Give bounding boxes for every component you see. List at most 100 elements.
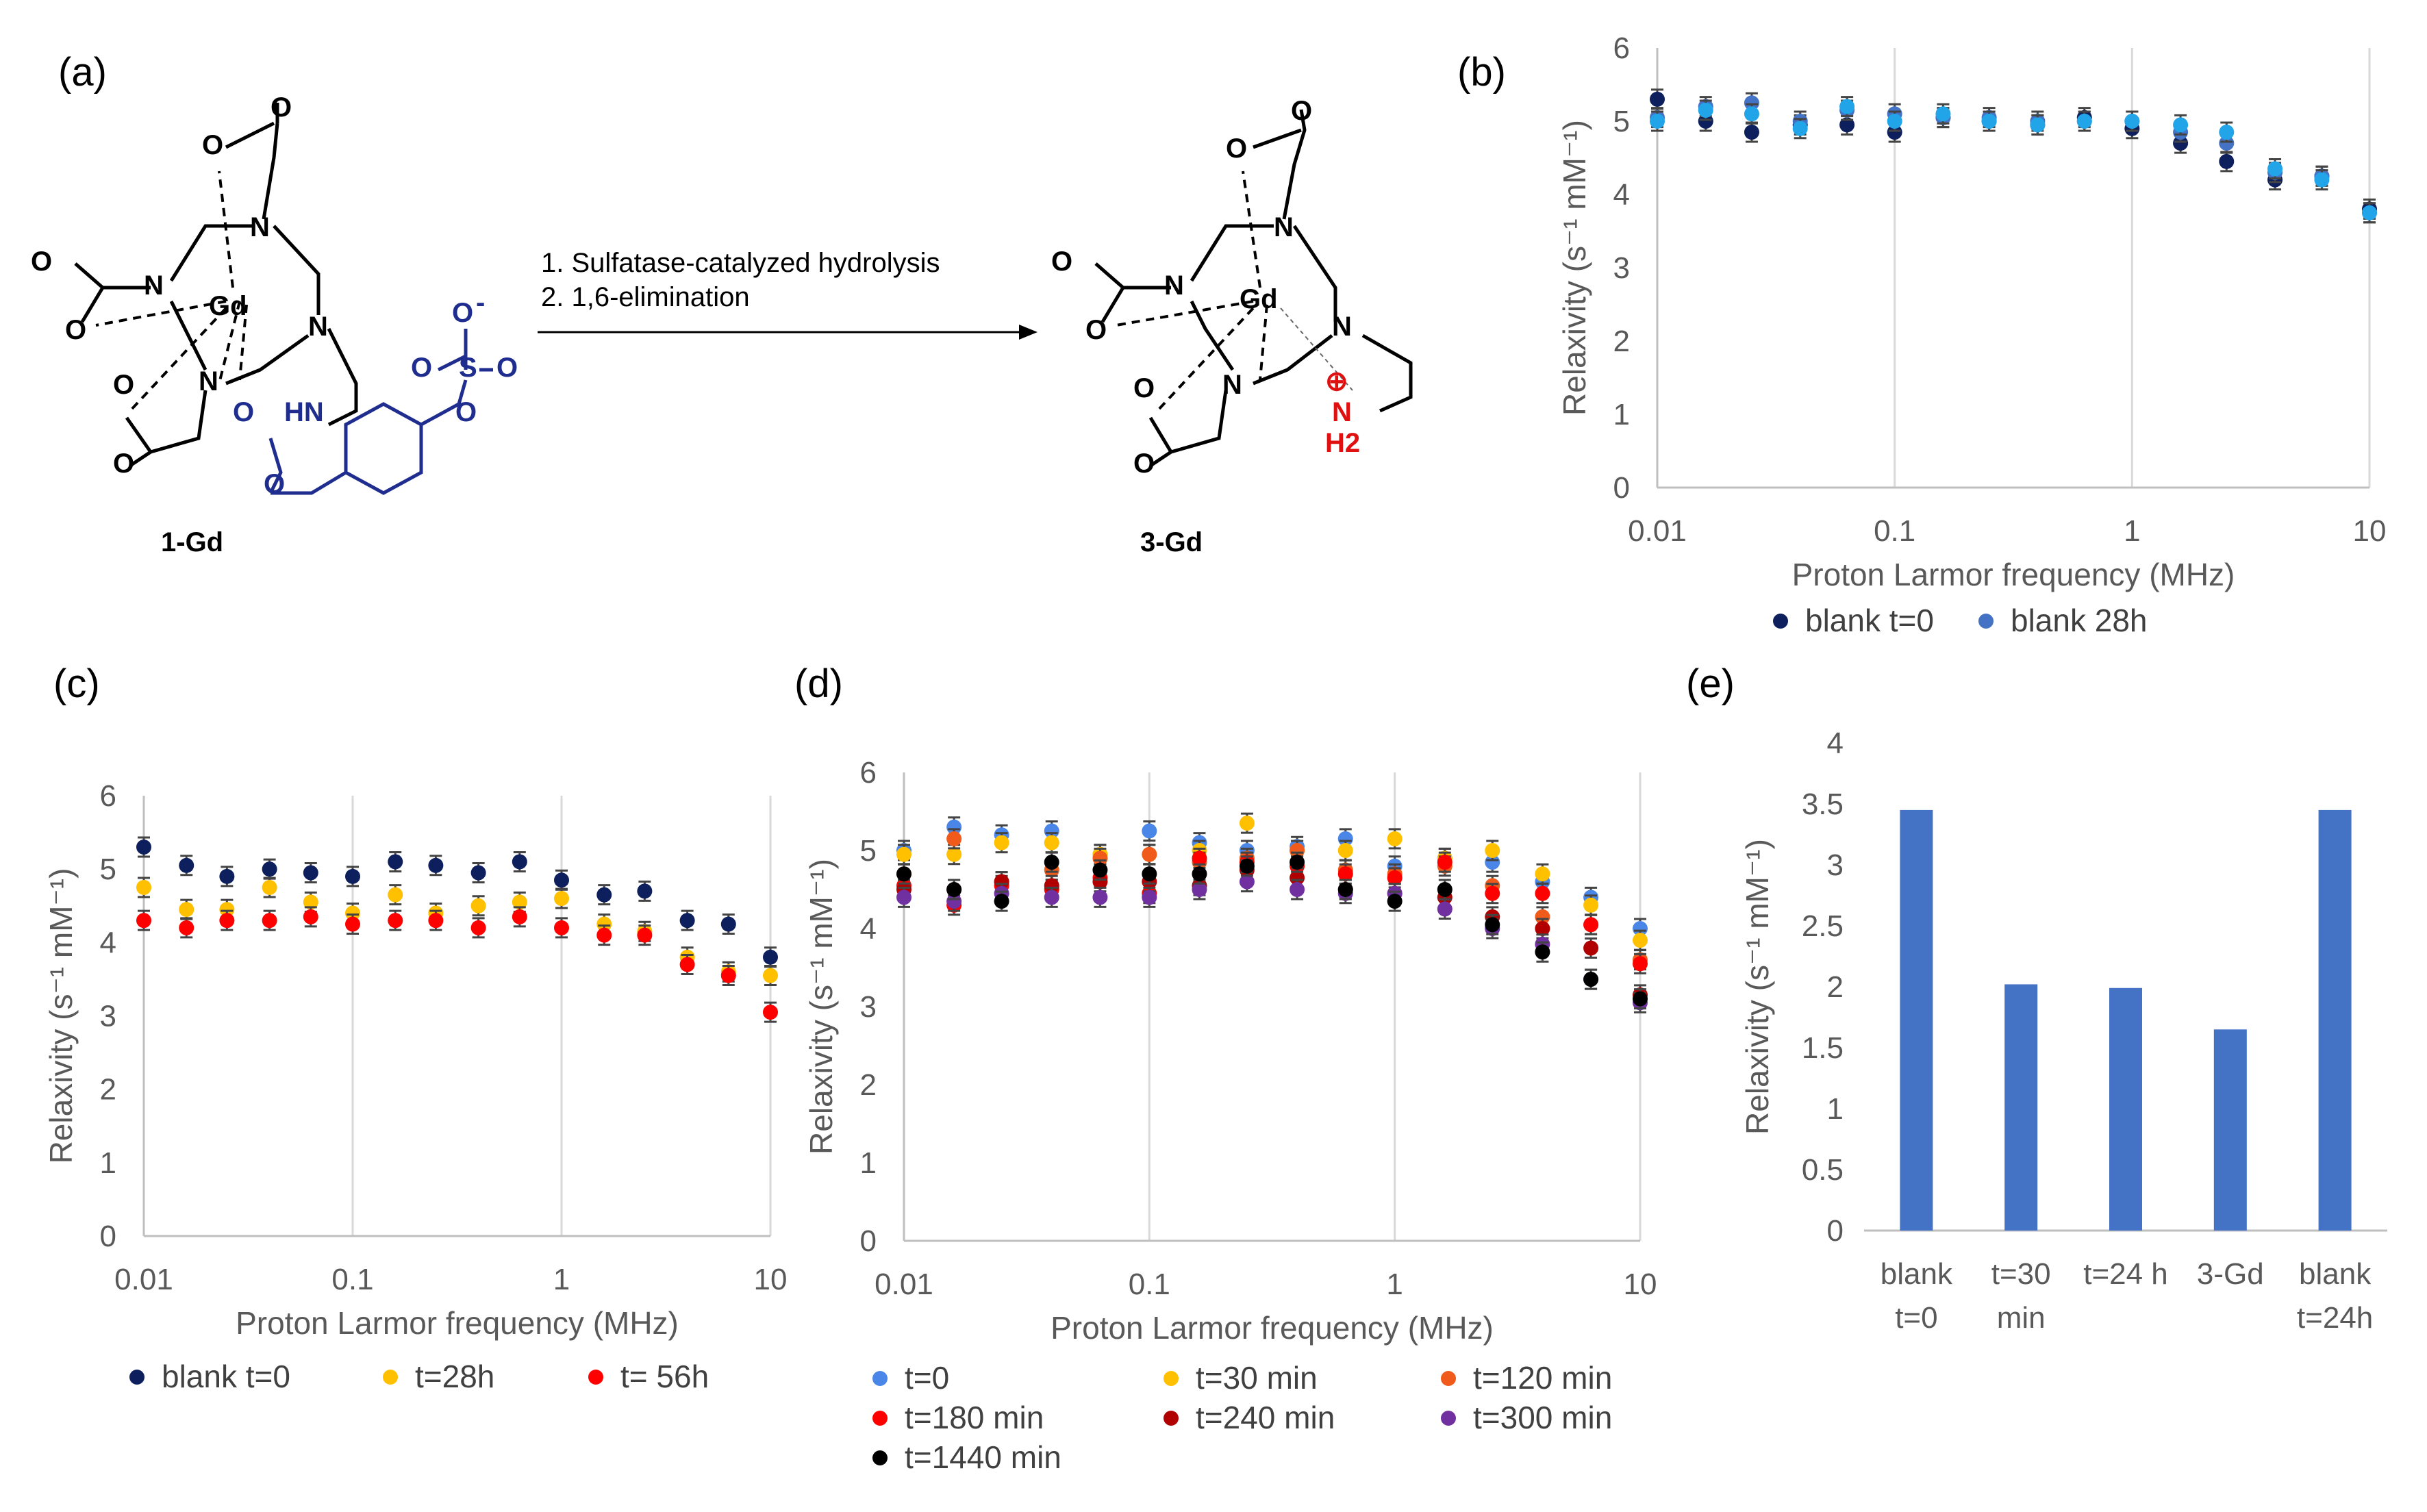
data-point <box>1092 850 1108 866</box>
data-point <box>896 846 911 862</box>
data-point <box>1290 855 1305 870</box>
data-point <box>512 894 527 910</box>
product-label: 3-Gd <box>1140 527 1203 557</box>
ring-bond <box>1292 225 1337 322</box>
legend-label: blank t=0 <box>162 1359 290 1394</box>
data-point <box>1650 114 1665 129</box>
atom-n: N <box>1164 270 1184 301</box>
atom-o-sulfate: O <box>411 353 432 383</box>
data-point <box>2362 205 2377 220</box>
data-point <box>345 868 360 884</box>
data-point <box>1535 909 1550 924</box>
category-label: t=24h <box>2297 1301 2373 1335</box>
data-point <box>1535 885 1550 901</box>
legend-label: t=240 min <box>1196 1400 1335 1435</box>
sulfate-bond <box>437 329 493 372</box>
atom-n: N <box>308 312 328 342</box>
atom-o-ester: O <box>264 469 285 499</box>
atom-o: O <box>113 370 134 400</box>
coordination-dash <box>1116 300 1254 327</box>
data-point <box>219 902 235 918</box>
data-point <box>2173 117 2189 133</box>
x-tick-label: 0.01 <box>114 1263 173 1296</box>
x-tick-label: 0.1 <box>331 1263 373 1296</box>
data-point <box>219 913 235 929</box>
data-point <box>303 865 318 881</box>
y-tick-label: 3 <box>860 990 877 1024</box>
data-point <box>262 913 277 929</box>
reactant-1gd-structure: Gd N N N N O O O O O O O HN O O - O S O … <box>31 92 518 499</box>
ring-bond <box>225 333 310 386</box>
charge-minus: - <box>476 288 485 318</box>
data-point <box>720 916 736 932</box>
data-point <box>1044 878 1059 894</box>
data-point <box>896 866 911 882</box>
y-tick-label: 2.5 <box>1802 909 1844 943</box>
x-tick-label: 10 <box>1624 1268 1657 1301</box>
data-point <box>1290 870 1305 885</box>
category-label: t=24 h <box>2083 1257 2168 1291</box>
coordination-dash <box>1259 304 1268 381</box>
data-point <box>763 968 778 983</box>
category-label: blank <box>2299 1257 2372 1291</box>
category-label: min <box>1997 1301 2046 1335</box>
y-tick-label: 0 <box>1613 471 1630 505</box>
carbamate-bond <box>268 438 283 494</box>
legend-label: blank t=0 <box>1805 603 1934 638</box>
atom-o: O <box>65 315 86 345</box>
data-point <box>1535 921 1550 936</box>
legend-marker <box>872 1450 888 1465</box>
data-point <box>1337 843 1353 858</box>
data-point <box>1142 890 1157 905</box>
data-point <box>720 968 736 983</box>
data-point <box>596 916 612 932</box>
y-tick-label: 0 <box>1827 1214 1844 1248</box>
x-tick-label: 0.01 <box>1628 514 1687 548</box>
atom-o: O <box>1133 373 1155 403</box>
chart-e-relaxivity-bars: 0 0.5 1 1.5 2 2.5 3 3.5 4 Relaxivity (s⁻¹ mM⁻¹) bl… <box>1739 727 2387 1335</box>
charge-plus: ⊕ <box>1325 366 1348 396</box>
series-t-0 <box>896 816 1648 940</box>
data-point <box>1142 866 1157 882</box>
legend-marker <box>872 1371 888 1386</box>
y-tick-label: 1 <box>100 1146 116 1180</box>
data-point <box>1290 843 1305 858</box>
data-point <box>1044 855 1059 870</box>
data-point <box>1887 125 1902 140</box>
panel-label-d: (d) <box>794 662 843 706</box>
series-blank-t-0 <box>1650 88 2377 220</box>
legend-label: t=180 min <box>905 1400 1044 1435</box>
data-point <box>1583 917 1599 933</box>
atom-o: O <box>1085 315 1107 345</box>
data-point <box>1485 885 1500 901</box>
y-axis-title: Relaxivity (s⁻¹ mM⁻¹) <box>1557 120 1592 416</box>
legend-label: t= 56h <box>620 1359 709 1394</box>
data-point <box>2076 114 2092 129</box>
benzene-ring <box>344 402 423 495</box>
arm-bond <box>80 286 105 323</box>
data-point <box>2030 117 2046 133</box>
data-point <box>470 898 486 914</box>
atom-o-aryl: O <box>455 397 477 427</box>
y-tick-label: 0 <box>860 1224 877 1258</box>
legend-label: t=0 <box>905 1360 949 1396</box>
data-point <box>1935 106 1951 122</box>
category-label: t=30 <box>1991 1257 2051 1291</box>
atom-h2: H2 <box>1325 428 1360 458</box>
y-tick-label: 3 <box>100 1000 116 1033</box>
data-point <box>136 840 151 855</box>
atom-n: N <box>144 270 164 301</box>
data-point <box>1192 850 1207 866</box>
data-point <box>596 927 612 943</box>
data-point <box>388 887 403 903</box>
coordination-dash-weak <box>1280 307 1353 391</box>
atom-o: O <box>1133 449 1155 479</box>
x-tick-label: 1 <box>1386 1268 1403 1301</box>
atom-hn: HN <box>284 397 324 427</box>
x-tick-label: 1 <box>553 1263 570 1296</box>
atom-s: S <box>459 353 477 383</box>
arm-bond <box>150 390 208 454</box>
benzyl-bond <box>271 470 347 495</box>
y-tick-label: 1.5 <box>1802 1031 1844 1065</box>
